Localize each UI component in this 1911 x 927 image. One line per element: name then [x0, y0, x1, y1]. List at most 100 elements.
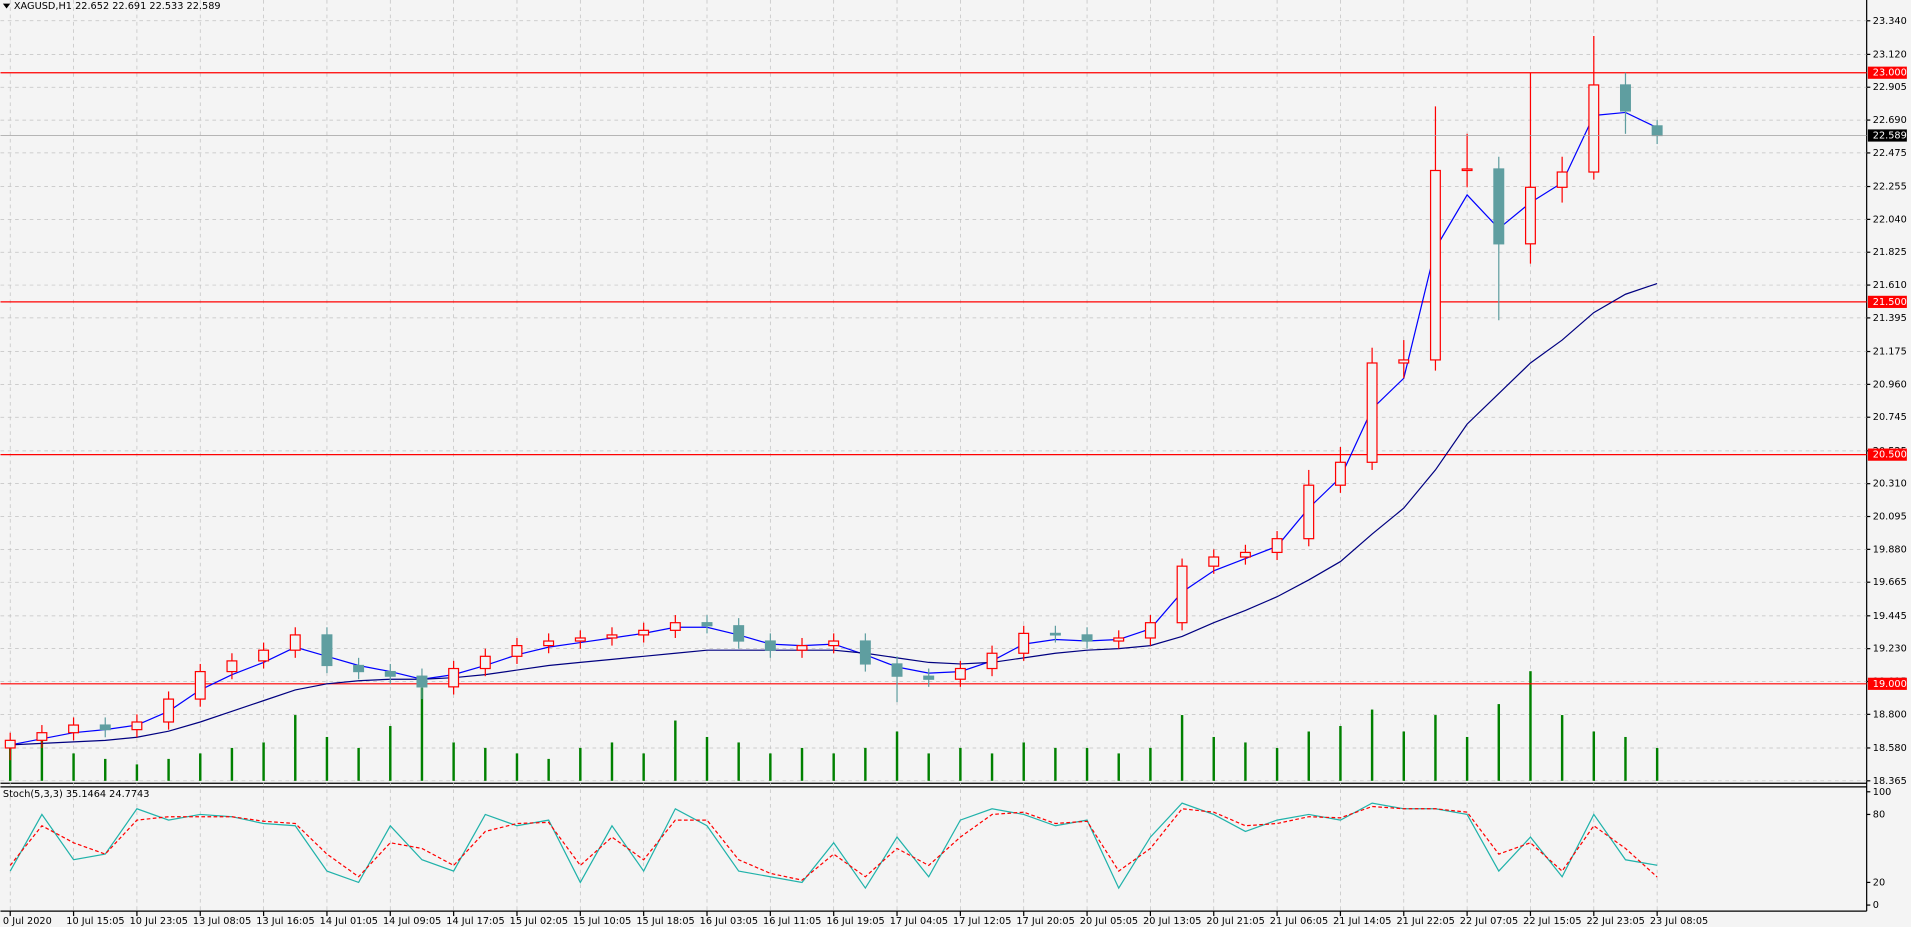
x-tick-label: 21 Jul 14:05 [1333, 916, 1391, 927]
x-tick-label: 16 Jul 11:05 [763, 916, 821, 927]
candle-body [1651, 125, 1663, 137]
volume-bar [1149, 747, 1152, 781]
y-tick-label: 20.745 [1873, 412, 1907, 423]
y-tick-label: 80 [1873, 809, 1885, 820]
candle-body [1524, 186, 1536, 245]
volume-bar [420, 687, 424, 781]
candle-body [1144, 622, 1156, 639]
volume-bar [1054, 747, 1057, 781]
volume-bar [1117, 753, 1120, 781]
x-tick-label: 22 Jul 15:05 [1523, 916, 1581, 927]
candle-body [1303, 484, 1315, 540]
symbol-arrow [2, 3, 11, 9]
candle-body [1176, 565, 1188, 624]
candle-body [1398, 359, 1410, 364]
candle-body [416, 675, 428, 688]
volume-bar [294, 715, 297, 781]
level-tag [1867, 677, 1907, 690]
y-tick-label: 19.445 [1873, 611, 1907, 622]
candle-body [606, 634, 618, 639]
volume-bar [1370, 709, 1374, 781]
candle-body [448, 667, 460, 688]
x-tick-label: 21 Jul 22:05 [1396, 916, 1454, 927]
y-tick-label: 18.580 [1873, 743, 1907, 754]
candle-body [669, 622, 681, 631]
y-tick-label: 22.040 [1873, 214, 1907, 225]
indicator-title: Stoch(5,3,3) 35.1464 24.7743 [3, 789, 150, 800]
candle-body [733, 625, 745, 642]
volume-bar [1180, 715, 1184, 781]
candle-body [764, 640, 776, 651]
candle-body [1334, 461, 1346, 486]
x-tick-label: 20 Jul 05:05 [1080, 916, 1138, 927]
level-tag [1867, 66, 1907, 79]
volume-bar [72, 753, 75, 781]
level-label: 23.000 [1873, 68, 1907, 79]
candle-body [479, 655, 491, 670]
x-tick-label: 22 Jul 23:05 [1586, 916, 1644, 927]
x-tick-label: 14 Jul 17:05 [446, 916, 504, 927]
y-tick-label: 21.395 [1873, 313, 1907, 324]
candle-body [986, 652, 998, 670]
x-tick-label: 10 Jul 15:05 [66, 916, 124, 927]
x-tick-label: 14 Jul 01:05 [320, 916, 378, 927]
x-tick-label: 10 Jul 23:05 [130, 916, 188, 927]
x-tick-label: 16 Jul 03:05 [700, 916, 758, 927]
candle-body [1461, 168, 1473, 172]
volume-bar [579, 747, 582, 781]
x-tick-label: 17 Jul 12:05 [953, 916, 1011, 927]
volume-bar [547, 758, 550, 781]
candle-body [1018, 632, 1030, 654]
volume-bar [1402, 731, 1405, 781]
candle-body [99, 724, 111, 731]
volume-bar [705, 736, 709, 781]
y-tick-label: 21.610 [1873, 280, 1907, 291]
volume-bar [104, 758, 107, 781]
level-tag [1867, 448, 1907, 461]
candle-body [891, 663, 903, 677]
x-tick-label: 17 Jul 04:05 [890, 916, 948, 927]
candle-body [1081, 634, 1093, 642]
candle-body [859, 640, 871, 665]
stoch-main [9, 802, 1658, 890]
candle-body [131, 721, 143, 731]
candle-body [1556, 171, 1568, 188]
volume-bar [959, 747, 962, 781]
volume-bar [1624, 736, 1627, 781]
volume-bar [1592, 731, 1596, 781]
volume-bar [40, 736, 44, 781]
volume-bar [452, 742, 455, 781]
current-price-label: 22.589 [1873, 131, 1907, 142]
candle-body [1619, 84, 1631, 112]
candle-body [1429, 169, 1441, 361]
level-tag [1867, 295, 1907, 308]
volume-bar [737, 742, 740, 781]
x-tick-label: 15 Jul 18:05 [636, 916, 694, 927]
x-tick-label: 15 Jul 10:05 [573, 916, 631, 927]
volume-bar [990, 753, 994, 781]
candle-body [574, 637, 586, 642]
candle-body [163, 698, 175, 723]
volume-bar [927, 753, 930, 781]
volume-bar [1307, 731, 1310, 781]
candle-body [828, 640, 840, 647]
y-tick-label: 22.905 [1873, 82, 1907, 93]
x-tick-label: 13 Jul 08:05 [193, 916, 251, 927]
volume-bar [230, 747, 234, 781]
candle-body [1239, 551, 1251, 558]
x-tick-label: 20 Jul 13:05 [1143, 916, 1201, 927]
volume-bar [800, 747, 804, 781]
chart-title: XAGUSD,H1 22.652 22.691 22.533 22.589 [14, 1, 221, 12]
volume-bar [1339, 726, 1342, 781]
y-tick-label: 19.230 [1873, 644, 1907, 655]
volume-bar [1529, 671, 1532, 781]
candle-body [923, 675, 935, 680]
candle-body [701, 622, 713, 627]
candle-body [226, 660, 238, 673]
volume-bar [769, 753, 772, 781]
volume-bar [610, 742, 614, 781]
level-label: 19.000 [1873, 679, 1907, 690]
